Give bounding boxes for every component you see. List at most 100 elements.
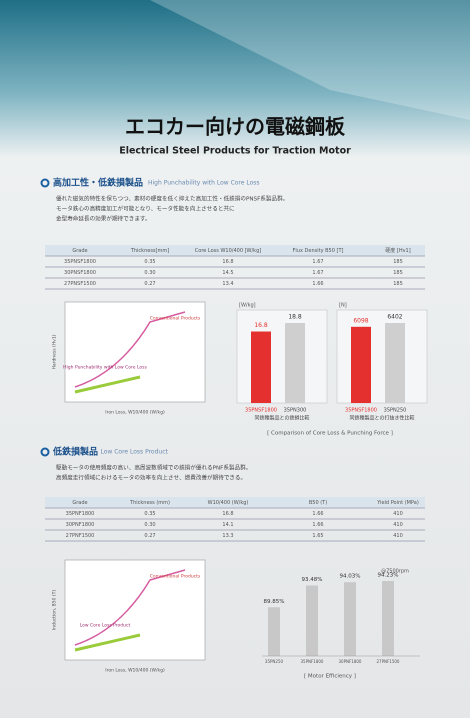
bullet: 高頻度走行領域におけるモータの効率を向上させ、燃費改善が期待できる。 bbox=[56, 474, 246, 482]
plot-label: Conventional Products bbox=[150, 316, 201, 322]
bullet: 優れた磁気的特性を保ちつつ、素材の硬度を低く抑えた高加工性・低鉄損のPNSF系製… bbox=[56, 195, 288, 203]
table-header: W10/400 (W/kg) bbox=[208, 500, 249, 506]
bar-category: 27PNF1500 bbox=[377, 659, 400, 664]
bar-value: 18.8 bbox=[288, 314, 302, 321]
unit: [N] bbox=[339, 303, 347, 309]
bar-value: 93.48% bbox=[302, 577, 323, 583]
bar bbox=[344, 582, 356, 656]
table-cell: 1.67 bbox=[312, 259, 323, 265]
chart-caption: [ Motor Efficiency ] bbox=[304, 674, 356, 680]
table-cell: 185 bbox=[393, 270, 403, 276]
chart-caption: 同鉄種製品との打抜き性比較 bbox=[350, 415, 415, 422]
bar-category: 35PN250 bbox=[265, 659, 284, 664]
plot-y-label: Induction, B50 (T) bbox=[52, 590, 58, 631]
section-marker bbox=[40, 178, 50, 188]
chart-caption: 同鉄種製品との鉄損比較 bbox=[255, 415, 310, 422]
bar-value: 89.85% bbox=[264, 599, 285, 605]
bar-category: 35PN300 bbox=[284, 408, 307, 414]
table-cell: 30PNF1800 bbox=[66, 522, 95, 528]
table-cell: 410 bbox=[393, 522, 403, 528]
bar-category: 35PNSF1800 bbox=[345, 408, 377, 414]
table-cell: 16.8 bbox=[222, 511, 233, 517]
plot-label: High Punchability with Low Core Loss bbox=[63, 365, 147, 371]
bar bbox=[268, 607, 280, 656]
bar-category: 35PNSF1800 bbox=[245, 408, 277, 414]
table-cell: 0.35 bbox=[144, 511, 155, 517]
table-header: Grade bbox=[72, 500, 87, 506]
plot-frame bbox=[64, 559, 206, 661]
table-cell: 1.66 bbox=[312, 281, 323, 287]
table-header: Thickness (mm) bbox=[129, 500, 170, 506]
plot-label: Low Core Loss Product bbox=[80, 623, 131, 629]
bar bbox=[251, 331, 271, 403]
table-cell: 35PNF1800 bbox=[66, 511, 95, 517]
table-cell: 0.30 bbox=[144, 270, 155, 276]
table-header: Flux Density B50 [T] bbox=[293, 248, 344, 254]
table-header: 硬度 [Hv1] bbox=[385, 247, 410, 254]
table-cell: 27PNSF1500 bbox=[64, 281, 96, 287]
plot-y-label: Hardness (Hv1) bbox=[52, 334, 58, 369]
plot-curve bbox=[74, 633, 141, 652]
table-cell: 0.30 bbox=[144, 522, 155, 528]
unit: [W/kg] bbox=[239, 303, 256, 309]
bar-category: 35PNF1800 bbox=[301, 659, 324, 664]
table-cell: 0.27 bbox=[144, 533, 155, 539]
section-title: 高加工性・低鉄損製品 bbox=[53, 177, 143, 189]
bullet: 駆動モータの使用頻度の高い、高周波数領域での鉄損が優れるPNF系製品群。 bbox=[56, 464, 251, 472]
plot-label: Conventional Products bbox=[150, 574, 201, 580]
table-cell: 410 bbox=[393, 511, 403, 517]
section-subtitle: High Punchability with Low Core Loss bbox=[148, 180, 260, 187]
bar-category: 30PNF1800 bbox=[339, 659, 362, 664]
table-header: B50 (T) bbox=[309, 500, 327, 506]
table-cell: 30PNSF1800 bbox=[64, 270, 96, 276]
table-header: Core Loss W10/400 [W/kg] bbox=[195, 248, 261, 254]
chart-caption: [ Comparison of Core Loss & Punching For… bbox=[267, 431, 393, 437]
bar bbox=[382, 581, 394, 656]
chart-panel bbox=[236, 309, 328, 404]
table-header: Thickness[mm] bbox=[130, 248, 169, 254]
plot-x-label: Iron Loss, W10/400 (W/kg) bbox=[105, 668, 165, 674]
plot-curve bbox=[74, 375, 141, 394]
note: @7500rpm bbox=[381, 569, 409, 575]
bar-category: 35PN250 bbox=[384, 408, 407, 414]
decor bbox=[150, 0, 470, 120]
table-cell: 13.4 bbox=[222, 281, 233, 287]
plot-x-label: Iron Loss, W10/400 (W/kg) bbox=[105, 410, 165, 416]
table-cell: 1.65 bbox=[312, 533, 323, 539]
table-cell: 410 bbox=[393, 533, 403, 539]
subtitle: Electrical Steel Products for Traction M… bbox=[119, 146, 351, 157]
plot-curve bbox=[74, 311, 186, 388]
table-header-bg bbox=[45, 497, 425, 508]
table-cell: 1.66 bbox=[312, 522, 323, 528]
bar-value: 6098 bbox=[353, 317, 368, 324]
table-header-bg bbox=[45, 245, 425, 256]
plot-frame bbox=[64, 301, 206, 403]
section-title: 低鉄損製品 bbox=[52, 446, 98, 458]
table-cell: 27PNF1500 bbox=[66, 533, 95, 539]
table-cell: 14.5 bbox=[222, 270, 233, 276]
plot-curve bbox=[74, 569, 186, 646]
section-marker bbox=[40, 447, 50, 457]
title: エコカー向けの電磁鋼板 bbox=[125, 115, 346, 139]
chart-panel bbox=[336, 309, 428, 404]
table-cell: 0.27 bbox=[144, 281, 155, 287]
bar bbox=[285, 323, 305, 403]
table-cell: 0.35 bbox=[144, 259, 155, 265]
table-header: Grade bbox=[72, 248, 87, 254]
bar-value: 94.03% bbox=[340, 574, 361, 580]
table-cell: 185 bbox=[393, 281, 403, 287]
table-cell: 185 bbox=[393, 259, 403, 265]
bar-value: 94.23% bbox=[378, 573, 399, 579]
bullet: 金型寿命延長の効果が期待できます。 bbox=[56, 215, 151, 223]
table-cell: 16.8 bbox=[222, 259, 233, 265]
bullet: モータ鉄心の高精度加工が可能となり、モータ性能を向上させると共に bbox=[56, 205, 235, 213]
table-cell: 1.67 bbox=[312, 270, 323, 276]
table-cell: 1.66 bbox=[312, 511, 323, 517]
bar bbox=[385, 323, 405, 403]
bar bbox=[351, 326, 371, 403]
section-subtitle: Low Core Loss Product bbox=[101, 449, 169, 456]
table-header: Yield Point (MPa) bbox=[376, 500, 419, 506]
bar-value: 16.8 bbox=[254, 322, 268, 329]
table-cell: 35PNSF1800 bbox=[64, 259, 96, 265]
